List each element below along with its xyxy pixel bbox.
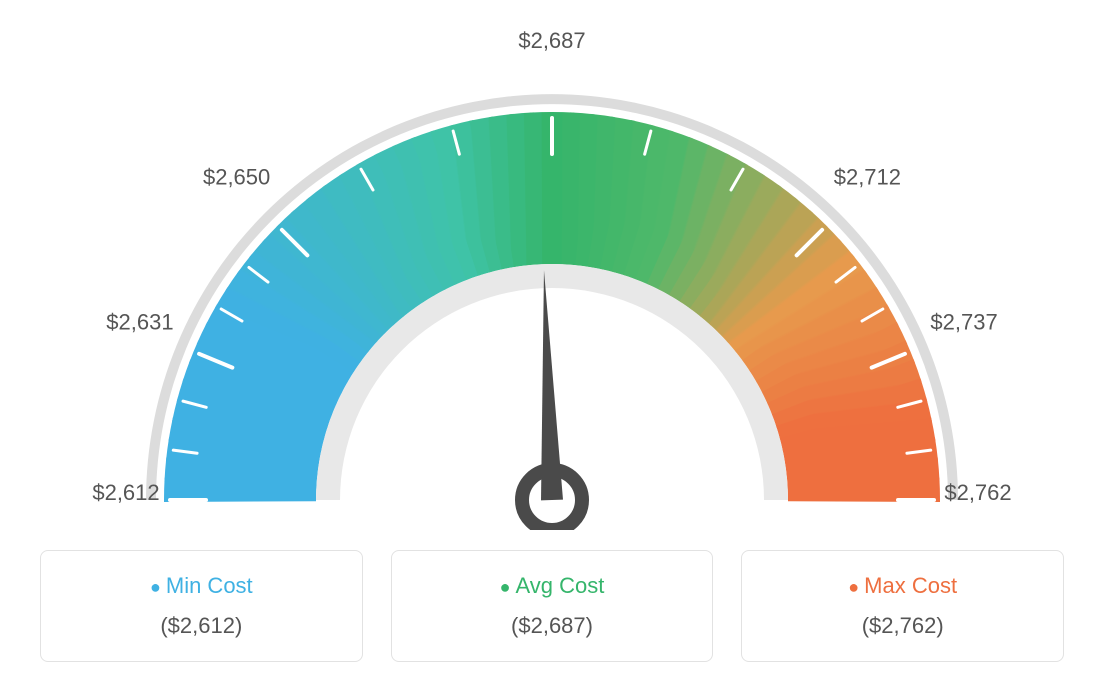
legend-card-avg: Avg Cost ($2,687) xyxy=(391,550,714,662)
gauge-svg: $2,612 $2,631 $2,650 $2,687 $2,712 $2,737 $2,7… xyxy=(40,30,1064,530)
legend-min-value: ($2,612) xyxy=(51,613,352,639)
scale-label: $2,712 xyxy=(834,165,901,190)
scale-label: $2,650 xyxy=(203,165,270,190)
scale-label: $2,737 xyxy=(930,309,997,334)
scale-label: $2,631 xyxy=(106,309,173,334)
scale-label: $2,762 xyxy=(944,480,1011,505)
legend-min-label: Min Cost xyxy=(51,573,352,599)
scale-label: $2,612 xyxy=(92,480,159,505)
legend-max-label: Max Cost xyxy=(752,573,1053,599)
legend-avg-label: Avg Cost xyxy=(402,573,703,599)
legend-row: Min Cost ($2,612) Avg Cost ($2,687) Max … xyxy=(40,550,1064,662)
legend-card-max: Max Cost ($2,762) xyxy=(741,550,1064,662)
legend-card-min: Min Cost ($2,612) xyxy=(40,550,363,662)
gauge-chart: $2,612 $2,631 $2,650 $2,687 $2,712 $2,737 $2,7… xyxy=(40,30,1064,530)
legend-max-value: ($2,762) xyxy=(752,613,1053,639)
legend-avg-value: ($2,687) xyxy=(402,613,703,639)
scale-label: $2,687 xyxy=(518,30,585,53)
